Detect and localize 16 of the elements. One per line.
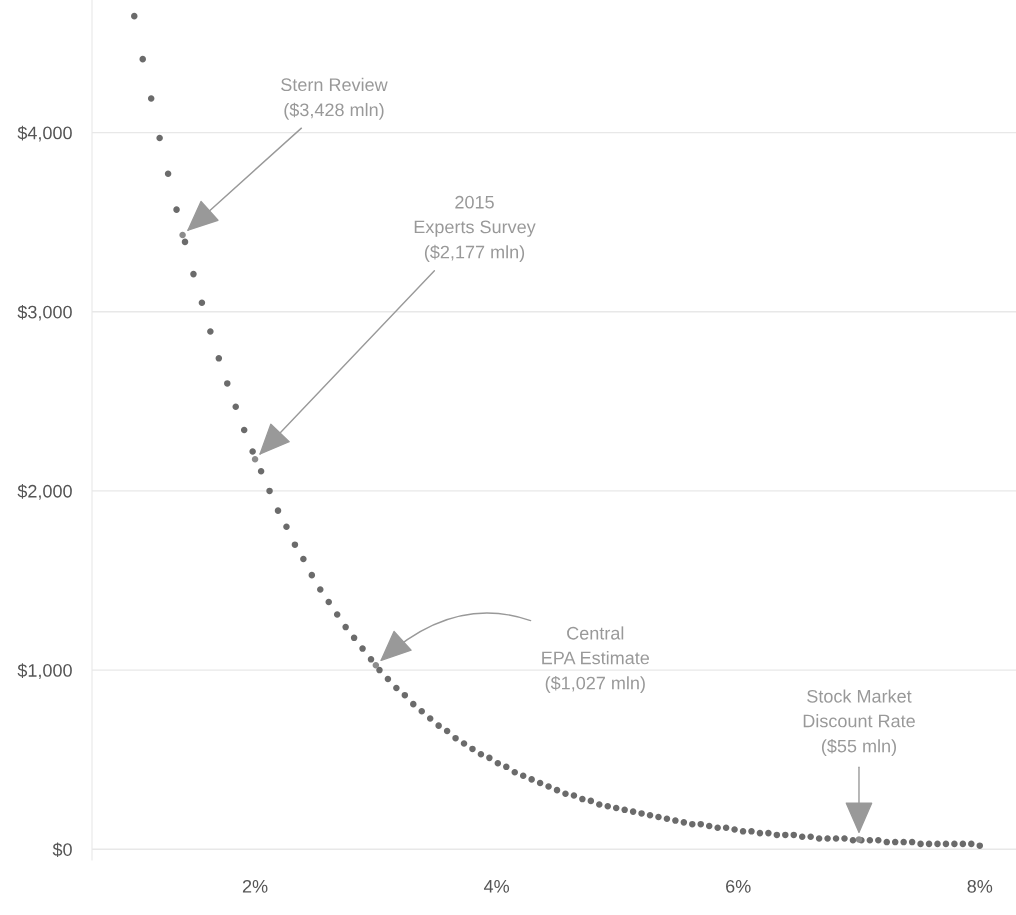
x-tick-label: 8% (967, 879, 993, 893)
point (372, 661, 380, 669)
y-tick-label: $0 (52, 842, 72, 858)
y-tick-label: $2,000 (17, 484, 72, 500)
annotation: Central EPA Estimate ($1,027 mln) (542, 626, 650, 693)
y-tick-label: $3,000 (17, 304, 72, 321)
annotation: 2015 Experts Survey ($2,177 mln) (414, 195, 536, 262)
annotation: Stock Market Discount Rate ($55 mln) (803, 689, 915, 757)
x-tick-label: 4% (483, 880, 510, 893)
x-tick-label: 6% (726, 879, 751, 893)
y-tick-label: $1,000 (17, 663, 72, 679)
y-tick-label: $4,000 (17, 125, 72, 142)
point (179, 231, 186, 239)
annotation: Stern Review ($3,428 mln) (281, 77, 388, 120)
x-tick-label: 2% (242, 879, 268, 893)
point (251, 455, 259, 463)
